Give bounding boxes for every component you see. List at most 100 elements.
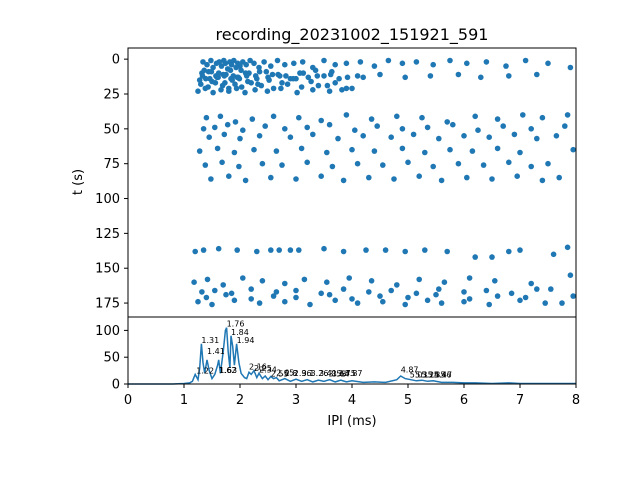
raster-point (430, 61, 437, 68)
raster-point (332, 297, 339, 304)
raster-point (534, 71, 540, 78)
raster-point (436, 286, 442, 292)
raster-point (528, 280, 534, 287)
peak-label: 5.35 (428, 371, 446, 380)
raster-point (419, 114, 425, 121)
histogram-axes-frame (127, 316, 577, 385)
raster-point (298, 84, 305, 90)
raster-point (196, 148, 203, 154)
raster-plot: 0 25 50 75 100 125 150 175 t (s) (71, 47, 577, 318)
histogram-x-tick-label: 0 (124, 393, 132, 408)
raster-point (195, 88, 201, 94)
raster-point (192, 248, 198, 255)
raster-point (339, 87, 345, 93)
raster-point (221, 131, 228, 138)
raster-point (232, 119, 239, 125)
raster-point (217, 113, 224, 120)
raster-y-axis-label: t (s) (71, 169, 86, 195)
raster-point (545, 60, 551, 67)
raster-point (282, 298, 288, 305)
raster-point (253, 248, 260, 255)
raster-point (204, 276, 211, 283)
raster-point (559, 300, 565, 306)
raster-point (539, 114, 546, 121)
raster-point (388, 134, 395, 140)
raster-point (215, 245, 222, 252)
raster-point (424, 297, 431, 304)
raster-point (202, 85, 209, 92)
raster-point (363, 247, 369, 253)
raster-point (228, 290, 235, 297)
raster-point (522, 294, 529, 301)
raster-point (340, 177, 347, 184)
raster-point (438, 300, 445, 306)
raster-point (343, 112, 350, 118)
raster-point (202, 162, 209, 168)
raster-point (240, 127, 246, 133)
raster-point (256, 64, 262, 71)
raster-point (380, 162, 386, 168)
raster-point (208, 68, 215, 75)
raster-point (517, 297, 523, 304)
raster-point (297, 70, 303, 76)
raster-point (227, 67, 234, 74)
raster-point (228, 75, 234, 82)
raster-point (340, 286, 347, 292)
raster-point (210, 89, 216, 96)
raster-point (430, 163, 437, 170)
raster-point (269, 71, 276, 78)
histogram-x-tick-label: 6 (460, 393, 468, 408)
raster-point (318, 117, 325, 124)
raster-point (534, 135, 540, 142)
histogram-y-tick-label: 100 (95, 324, 120, 339)
raster-point (326, 121, 333, 128)
raster-point (282, 280, 288, 287)
raster-point (214, 74, 220, 81)
raster-point (520, 112, 526, 118)
raster-point (466, 296, 473, 302)
raster-point (242, 177, 249, 184)
raster-point (279, 162, 285, 168)
raster-point (233, 85, 240, 92)
raster-point (232, 81, 238, 87)
raster-point (492, 278, 498, 284)
raster-point (228, 61, 235, 68)
raster-point (299, 59, 306, 65)
raster-point (253, 75, 260, 82)
raster-point (332, 61, 339, 68)
raster-point (528, 126, 534, 132)
raster-point (548, 286, 554, 292)
raster-point (357, 59, 364, 65)
raster-point (564, 244, 571, 251)
raster-y-tick-label: 125 (95, 227, 120, 242)
peak-label: 2.34 (259, 365, 277, 374)
raster-point (234, 247, 240, 253)
raster-point (304, 124, 311, 131)
raster-point (494, 293, 501, 299)
peak-label: 5.46 (434, 371, 452, 380)
raster-point (483, 59, 490, 65)
raster-point (447, 57, 453, 64)
peak-label: 3.87 (345, 369, 363, 378)
raster-point (514, 173, 520, 179)
raster-point (219, 159, 225, 166)
raster-point (324, 279, 330, 286)
peak-label: 5.24 (421, 371, 439, 380)
raster-point (405, 159, 411, 166)
raster-point (534, 286, 540, 292)
raster-point (413, 290, 420, 297)
raster-point (394, 282, 400, 288)
raster-point (203, 114, 210, 121)
raster-y-ticks: 0 25 50 75 100 125 150 175 (95, 53, 128, 312)
raster-y-tick-label: 100 (95, 192, 120, 207)
raster-point (283, 73, 289, 79)
histogram-x-axis-label: IPI (ms) (327, 414, 376, 429)
peak-label: 1.41 (207, 347, 225, 356)
raster-point (427, 73, 434, 79)
raster-point (265, 74, 271, 81)
raster-point (461, 298, 467, 305)
raster-point (212, 287, 218, 294)
raster-point (553, 133, 560, 139)
histogram-x-tick-label: 7 (516, 393, 524, 408)
raster-point (567, 64, 574, 71)
